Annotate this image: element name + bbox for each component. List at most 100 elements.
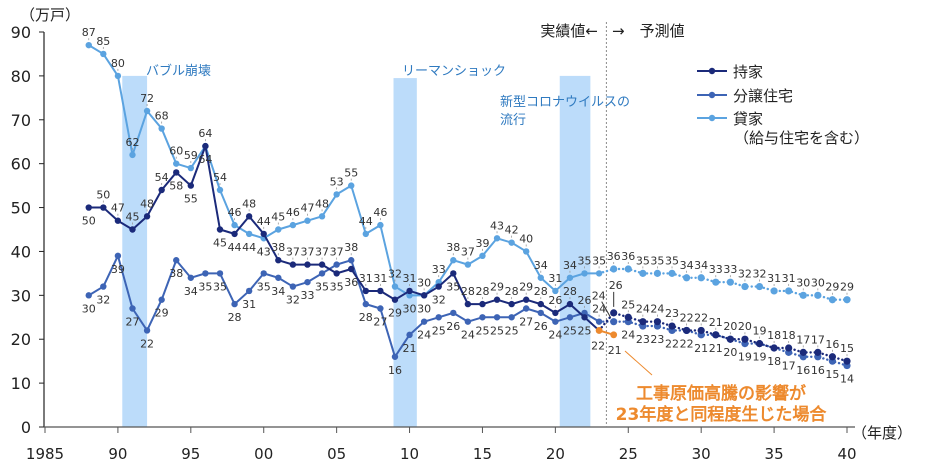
forecast-point-kashiya: [828, 296, 837, 304]
forecast-point-mochiie: [712, 331, 720, 339]
data-label-kashiya: 44: [359, 215, 373, 228]
forecast-label-kashiya: 32: [738, 268, 752, 281]
data-label-mochiie: 25: [578, 324, 592, 337]
data-label-bunjo: 25: [475, 324, 489, 337]
forecast-label-bunjo: 16: [811, 364, 825, 377]
data-label-kashiya: 45: [271, 211, 285, 224]
data-label-bunjo: 26: [534, 320, 548, 333]
data-label-bunjo: 38: [344, 241, 358, 254]
data-label-mochiie: 48: [242, 197, 256, 210]
forecast-label-mochiie: 25: [621, 298, 635, 311]
forecast-label-kashiya: 29: [825, 281, 839, 294]
forecast-point-kashiya: [785, 287, 793, 295]
forecast-label-mochiie: 15: [840, 342, 854, 355]
forecast-point-mochiie: [814, 348, 822, 356]
forecast-label-kashiya: 35: [636, 254, 650, 267]
forecast-point-mochiie: [770, 344, 778, 352]
forecast-point-kashiya: [843, 296, 851, 304]
y-tick-label: 80: [11, 67, 31, 86]
data-point-kashiya: [362, 230, 369, 238]
forecast-label-mochiie: 18: [767, 329, 781, 342]
forecast-point-mochiie: [653, 318, 662, 326]
scenario-annotation-line1: 工事原価高騰の影響が: [636, 383, 806, 404]
x-tick-label: 40: [837, 445, 856, 463]
data-label-bunjo: 35: [213, 280, 227, 293]
legend-marker-kashiya: [708, 114, 716, 122]
data-point-bunjo: [348, 257, 355, 264]
data-label-bunjo: 27: [519, 316, 533, 329]
data-point-kashiya: [348, 182, 355, 189]
data-label-mochiie: 55: [184, 193, 198, 206]
data-point-mochiie: [420, 292, 428, 299]
forecast-label-mochiie: 18: [782, 329, 796, 342]
data-label-bunjo: 28: [359, 311, 373, 324]
data-point-kashiya: [566, 274, 574, 281]
data-point-kashiya: [377, 221, 384, 229]
data-label-kashiya: 87: [82, 26, 96, 39]
data-point-kashiya: [406, 292, 413, 299]
y-tick-label: 60: [11, 155, 31, 174]
data-point-mochiie: [202, 142, 209, 150]
forecast-label-kashiya: 30: [811, 276, 825, 289]
data-point-mochiie: [260, 230, 267, 238]
data-label-bunjo: 31: [242, 298, 256, 311]
data-label-bunjo: 25: [563, 324, 577, 337]
data-point-bunjo: [420, 318, 428, 325]
data-point-mochiie: [362, 287, 369, 295]
event-band-2: [559, 75, 591, 427]
data-point-bunjo: [493, 314, 501, 321]
data-label-bunjo: 25: [505, 324, 519, 337]
data-label-mochiie: 45: [213, 237, 227, 250]
data-label-kashiya: 48: [315, 197, 329, 210]
data-point-bunjo: [100, 283, 107, 290]
x-tick-label: 25: [619, 445, 638, 463]
data-label-mochiie: 44: [228, 241, 242, 254]
data-point-bunjo: [508, 314, 515, 321]
forecast-point-kashiya: [755, 282, 764, 291]
x-tick-label: 15: [473, 445, 492, 463]
data-point-bunjo: [231, 300, 238, 308]
forecast-label-mochiie: 24: [636, 303, 650, 316]
data-label-mochiie: 32: [432, 294, 446, 307]
data-point-mochiie: [231, 230, 238, 238]
data-label-kashiya: 43: [490, 219, 504, 232]
data-point-bunjo: [435, 314, 442, 321]
data-label-bunjo: 25: [432, 324, 446, 337]
forecast-point-bunjo: [610, 318, 618, 326]
data-point-kashiya: [173, 160, 180, 167]
data-label-kashiya: 35: [578, 254, 592, 267]
data-label-kashiya: 47: [300, 202, 314, 215]
data-label-kashiya: 72: [140, 92, 154, 105]
data-label-kashiya: 37: [461, 246, 475, 259]
data-point-bunjo: [260, 270, 267, 277]
data-label-mochiie: 31: [359, 272, 373, 285]
data-label-bunjo: 30: [82, 302, 96, 315]
data-point-mochiie: [245, 213, 253, 220]
y-tick-label: 20: [11, 330, 31, 349]
data-label-mochiie: 64: [198, 153, 212, 166]
data-label-mochiie: 50: [96, 189, 110, 202]
data-label-kashiya: 34: [563, 259, 577, 272]
y-tick-label: 50: [11, 199, 31, 218]
y-tick-label: 70: [11, 111, 31, 130]
data-label-mochiie: 31: [403, 272, 417, 285]
forecast-point-mochiie: [755, 340, 764, 348]
data-label-kashiya: 60: [169, 145, 183, 158]
data-point-bunjo: [406, 331, 413, 339]
data-point-mochiie: [100, 204, 107, 211]
x-tick-label: 95: [181, 445, 200, 463]
forecast-label-mochiie: 26: [609, 279, 623, 292]
data-point-mochiie: [406, 287, 413, 295]
data-label-kashiya: 30: [403, 302, 417, 315]
forecast-point-kashiya: [668, 269, 676, 277]
forecast-label-mochiie: 16: [825, 338, 839, 351]
x-tick-label: 30: [692, 445, 711, 463]
data-label-mochiie: 38: [271, 241, 285, 254]
forecast-point-mochiie: [610, 309, 618, 317]
data-label-kashiya: 85: [96, 35, 110, 48]
data-label-mochiie: 28: [563, 285, 577, 298]
data-label-kashiya: 39: [475, 237, 489, 250]
data-point-bunjo: [289, 283, 297, 290]
data-label-kashiya: 64: [198, 127, 212, 140]
data-label-kashiya: 68: [155, 110, 169, 123]
